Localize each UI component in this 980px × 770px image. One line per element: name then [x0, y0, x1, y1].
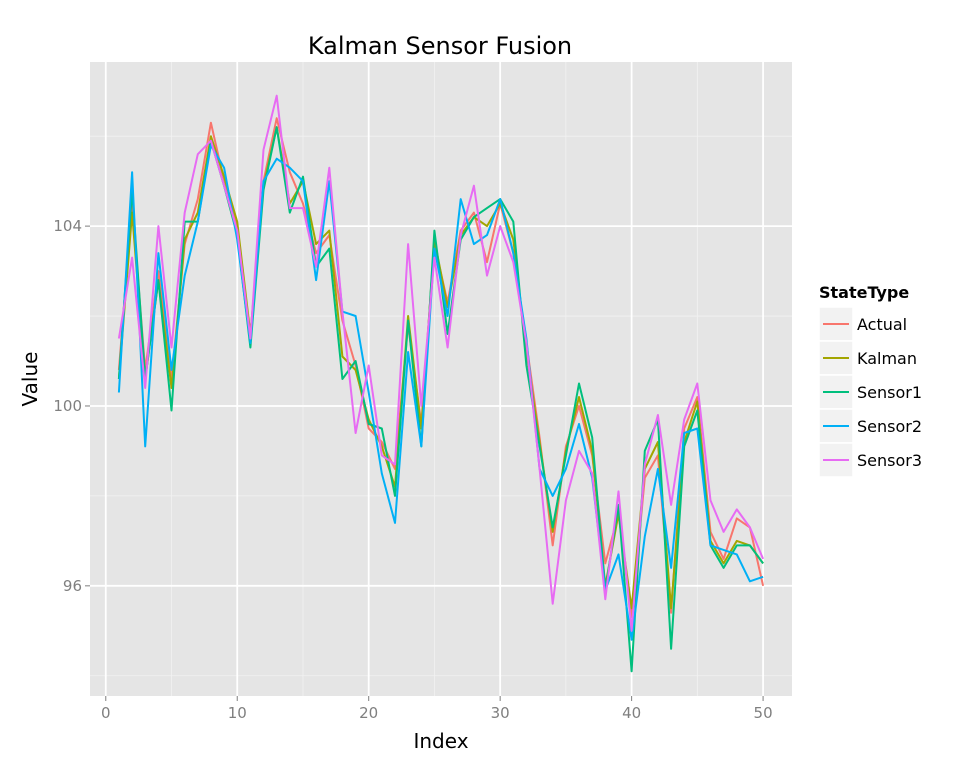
legend-label: Sensor3: [857, 451, 922, 470]
x-tick-label: 10: [228, 704, 247, 722]
x-tick-label: 50: [754, 704, 773, 722]
series-lines: [117, 94, 765, 673]
legend-item-actual: Actual: [818, 306, 907, 342]
legend-label: Kalman: [857, 349, 917, 368]
legend-item-sensor1: Sensor1: [818, 374, 922, 410]
chart-title: Kalman Sensor Fusion: [308, 32, 572, 60]
legend: Actual Kalman Sensor1 Sensor2 Sensor3: [818, 306, 922, 478]
major-gridlines: [90, 62, 792, 696]
series-line-sensor3: [117, 94, 765, 632]
x-axis-title: Index: [413, 729, 468, 753]
legend-title: StateType: [819, 283, 909, 302]
legend-label: Sensor2: [857, 417, 922, 436]
x-tick-label: 30: [491, 704, 510, 722]
y-tick-label: 96: [63, 577, 82, 595]
legend-label: Sensor1: [857, 383, 922, 402]
series-line-sensor2: [117, 144, 764, 641]
y-axis-ticks: 96 100 104: [53, 217, 90, 595]
x-tick-label: 40: [622, 704, 641, 722]
legend-label: Actual: [857, 315, 907, 334]
minor-gridlines: [90, 62, 792, 696]
plot-panel: [90, 62, 792, 696]
legend-item-sensor3: Sensor3: [818, 442, 922, 478]
legend-item-kalman: Kalman: [818, 340, 917, 376]
y-axis-title: Value: [18, 352, 42, 407]
x-axis-ticks: 0 10 20 30 40 50: [101, 696, 773, 722]
x-tick-label: 0: [101, 704, 111, 722]
y-tick-label: 100: [53, 397, 82, 415]
legend-item-sensor2: Sensor2: [818, 408, 922, 444]
x-tick-label: 20: [359, 704, 378, 722]
y-tick-label: 104: [53, 217, 82, 235]
